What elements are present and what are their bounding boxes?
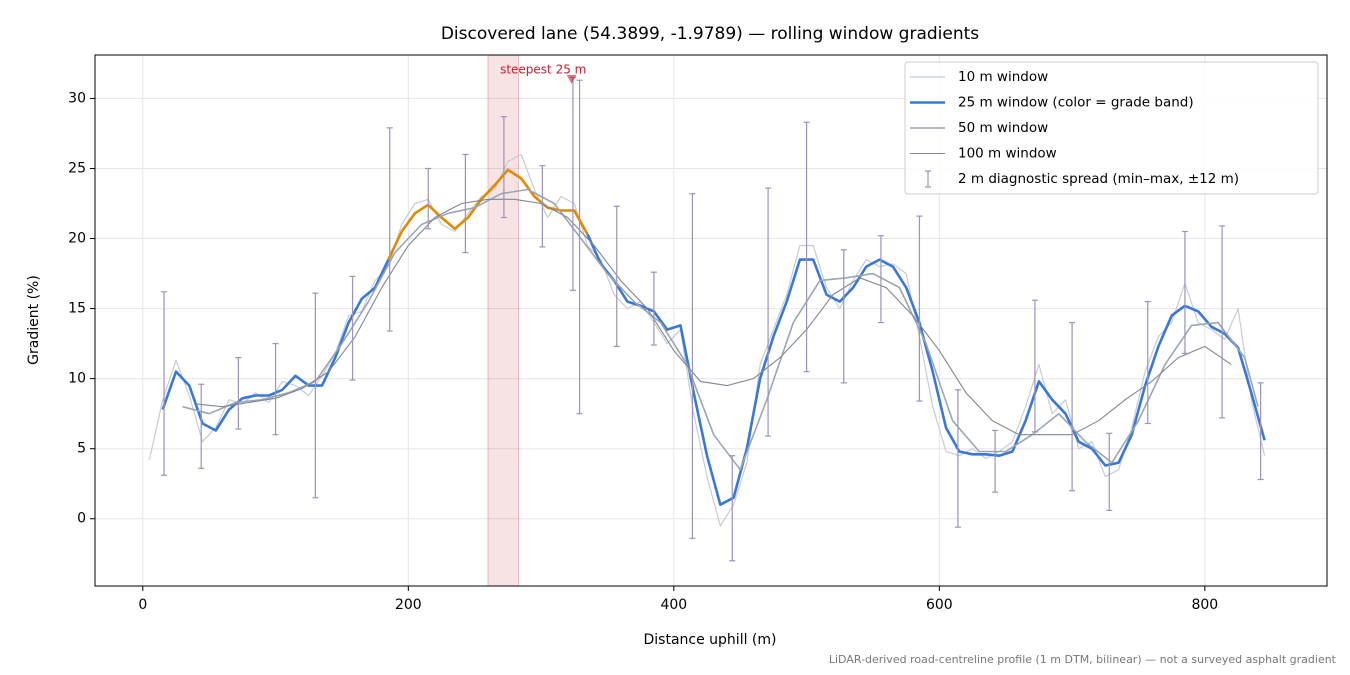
error-bar [272, 343, 279, 436]
error-bar [386, 127, 393, 332]
error-bar [729, 455, 736, 562]
legend-label: 25 m window (color = grade band) [958, 95, 1194, 111]
legend-label: 50 m window [958, 120, 1048, 136]
x-tick-label: 400 [660, 597, 687, 613]
series-line [182, 188, 1259, 471]
error-bar [1031, 299, 1038, 433]
line-connector [387, 230, 403, 261]
series-line [599, 258, 1266, 506]
error-bar [235, 357, 242, 430]
error-bar [161, 291, 168, 476]
series-line [195, 198, 1232, 436]
plot-frame [94, 54, 1328, 587]
error-bar [349, 275, 356, 381]
y-tick-label: 5 [77, 441, 86, 457]
error-bar [992, 429, 999, 493]
error-bar [425, 167, 432, 230]
error-bar [916, 215, 923, 402]
y-axis-label: Gradient (%) [26, 275, 42, 365]
error-bar [803, 121, 810, 373]
error-bar [877, 235, 884, 324]
error-bar [569, 76, 576, 291]
steepest-span [487, 54, 519, 587]
legend-box [904, 61, 1319, 195]
error-bar [500, 116, 507, 219]
legend-label: 2 m diagnostic spread (min–max, ±12 m) [958, 171, 1239, 187]
x-tick-label: 200 [395, 597, 422, 613]
error-bar [765, 187, 772, 437]
footnote: LiDAR-derived road-centreline profile (1… [829, 653, 1337, 666]
error-bar [198, 383, 205, 469]
steepest-label: steepest 25 m [500, 63, 586, 77]
error-bar [539, 165, 546, 248]
x-tick-label: 800 [1191, 597, 1218, 613]
steepest-marker [566, 74, 577, 84]
series-line [400, 168, 589, 235]
y-tick-label: 20 [68, 231, 86, 247]
x-tick-label: 0 [138, 597, 147, 613]
x-tick-label: 600 [926, 597, 953, 613]
series-line [148, 153, 1266, 527]
error-bar [954, 389, 961, 528]
error-bar [613, 205, 620, 348]
error-bar [650, 271, 657, 346]
legend-label: 100 m window [958, 146, 1057, 162]
error-bar [1219, 225, 1226, 419]
error-bar [1257, 382, 1264, 481]
error-bar [689, 193, 696, 539]
legend-label: 10 m window [958, 69, 1048, 85]
y-tick-label: 30 [68, 90, 86, 106]
error-bar [462, 153, 469, 254]
y-tick-label: 0 [77, 511, 86, 527]
line-connector [586, 233, 602, 265]
y-tick-label: 25 [68, 160, 86, 176]
error-bar [1069, 322, 1076, 492]
x-axis-label: Distance uphill (m) [644, 632, 777, 648]
error-bar [1181, 230, 1188, 355]
error-bar [1106, 432, 1113, 511]
error-bar [312, 292, 319, 499]
y-tick-label: 15 [68, 301, 86, 317]
y-tick-label: 10 [68, 371, 86, 387]
error-bar [1144, 300, 1151, 425]
legend-swatch [925, 170, 931, 188]
error-bar [576, 79, 583, 415]
error-bar [840, 249, 847, 384]
chart-title: Discovered lane (54.3899, -1.9789) — rol… [441, 24, 979, 44]
